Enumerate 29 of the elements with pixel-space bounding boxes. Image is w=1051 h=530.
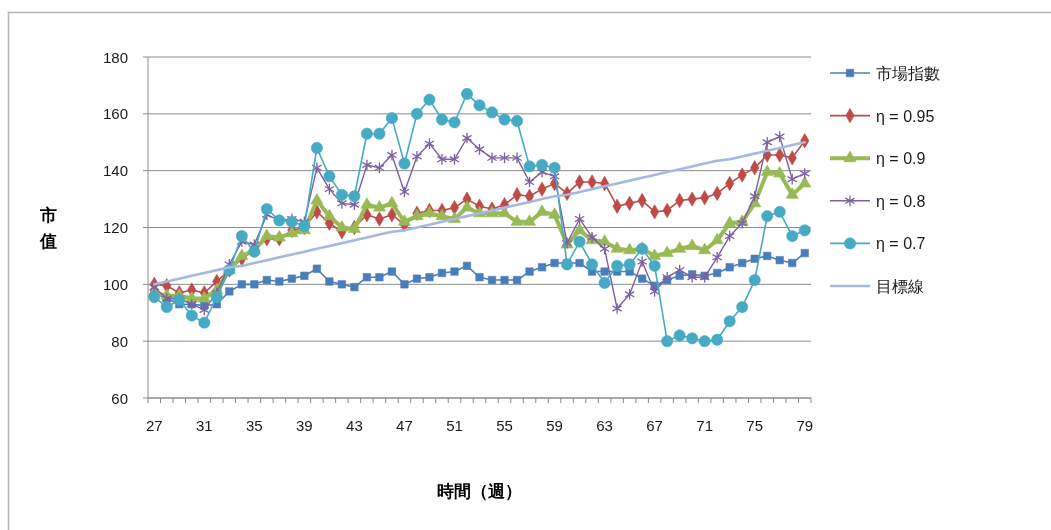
x-tick-label: 55 <box>496 416 513 434</box>
y-tick-label: 160 <box>102 105 128 123</box>
x-tick-label: 35 <box>245 416 263 434</box>
y-tick-label: 100 <box>102 275 128 293</box>
x-tick-label: 43 <box>346 416 363 434</box>
legend-label: 目標線 <box>876 277 924 295</box>
x-tick-label: 63 <box>596 416 613 434</box>
y-tick-label: 120 <box>102 219 128 236</box>
legend-label: η = 0.7 <box>876 234 926 252</box>
x-axis-title: 時間（週） <box>437 481 522 501</box>
legend-label: 市場指數 <box>876 64 940 82</box>
x-tick-label: 39 <box>296 416 313 434</box>
x-tick-label: 47 <box>396 416 413 434</box>
x-tick-label: 51 <box>446 416 463 434</box>
y-tick-label: 60 <box>111 389 128 407</box>
y-axis-title: 市值 <box>38 205 57 251</box>
x-tick-label: 27 <box>145 416 163 434</box>
legend-label: η = 0.9 <box>876 149 926 167</box>
legend-label: η = 0.8 <box>876 192 926 210</box>
x-tick-label: 71 <box>696 416 714 434</box>
y-tick-label: 140 <box>102 162 128 180</box>
x-tick-label: 75 <box>746 416 764 434</box>
x-tick-label: 31 <box>195 416 213 434</box>
y-tick-label: 180 <box>102 48 128 66</box>
x-tick-label: 67 <box>646 416 663 434</box>
x-tick-label: 59 <box>546 416 563 434</box>
x-tick-label: 79 <box>796 416 814 434</box>
legend-label: η = 0.95 <box>876 107 935 125</box>
y-tick-label: 80 <box>111 332 128 350</box>
